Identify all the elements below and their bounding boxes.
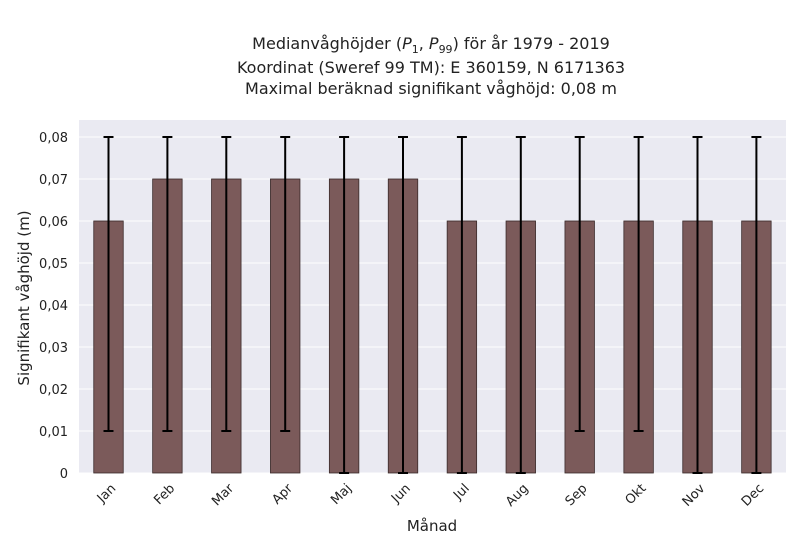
chart-title-line-1: Medianvåghöjder (P1, P99) för år 1979 - …	[0, 34, 800, 56]
title-sep: ,	[418, 34, 429, 53]
x-axis-ticks: Jan Feb Mar Apr Maj Jun Jul Aug Sep Okt Nov Dec	[94, 481, 767, 510]
gridlines	[79, 136, 786, 474]
y-tick-label: 0,02	[39, 383, 68, 398]
title-suffix: ) för år 1979 - 2019	[452, 34, 610, 53]
x-tick-label: Dec	[739, 481, 767, 509]
x-tick-label: Apr	[270, 481, 297, 508]
x-tick-label: Okt	[623, 481, 650, 508]
chart-title-line-2: Koordinat (Sweref 99 TM): E 360159, N 61…	[236, 58, 626, 77]
x-tick-label: Jul	[450, 481, 472, 503]
y-tick-label: 0	[60, 467, 68, 482]
y-axis-label: Signifikant våghöjd (m)	[15, 210, 33, 385]
x-tick-label: Sep	[563, 481, 591, 509]
y-tick-label: 0,06	[39, 215, 68, 230]
x-tick-label: Jun	[388, 481, 414, 507]
y-tick-label: 0,07	[39, 173, 68, 188]
x-tick-label: Mar	[209, 481, 237, 509]
y-tick-label: 0,08	[39, 131, 68, 146]
x-axis-label: Månad	[407, 517, 457, 535]
plot-area	[79, 120, 786, 473]
y-tick-label: 0,05	[39, 257, 68, 272]
x-tick-label: Jan	[94, 481, 119, 506]
x-tick-label: Maj	[328, 481, 355, 508]
y-axis-ticks: 0 0,01 0,02 0,03 0,04 0,05 0,06 0,07 0,08	[39, 131, 68, 482]
title-p1-sub: 1	[411, 43, 419, 57]
title-p99-sub: 99	[438, 43, 453, 57]
title-p1: P	[402, 34, 412, 53]
title-p99: P	[428, 34, 439, 53]
y-tick-label: 0,01	[39, 425, 68, 440]
y-tick-label: 0,04	[39, 299, 68, 314]
title-prefix: Medianvåghöjder (	[252, 34, 403, 53]
y-tick-label: 0,03	[39, 341, 68, 356]
x-tick-label: Feb	[151, 481, 178, 508]
chart-title-line-3: Maximal beräknad signifikant våghöjd: 0,…	[245, 79, 617, 98]
x-tick-label: Aug	[503, 481, 532, 510]
error-bars	[103, 136, 762, 474]
x-tick-label: Nov	[680, 481, 709, 510]
